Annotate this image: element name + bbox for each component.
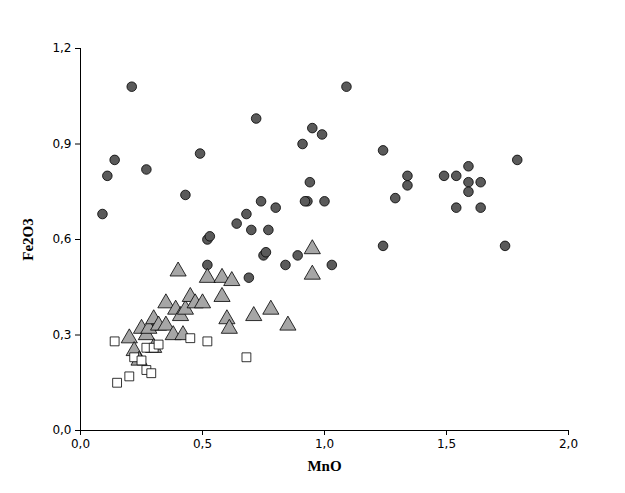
- svg-text:0,6: 0,6: [52, 232, 71, 246]
- svg-text:0,5: 0,5: [193, 437, 212, 451]
- svg-text:0,9: 0,9: [52, 137, 71, 151]
- svg-text:2,0: 2,0: [559, 437, 578, 451]
- svg-text:0,0: 0,0: [52, 423, 71, 437]
- svg-text:MnO: MnO: [307, 458, 341, 474]
- svg-text:0,0: 0,0: [71, 437, 90, 451]
- svg-text:Fe2O3: Fe2O3: [20, 218, 36, 261]
- svg-text:1,0: 1,0: [315, 437, 334, 451]
- svg-text:1,2: 1,2: [52, 41, 71, 55]
- svg-text:1,5: 1,5: [437, 437, 456, 451]
- svg-text:0,3: 0,3: [52, 328, 71, 342]
